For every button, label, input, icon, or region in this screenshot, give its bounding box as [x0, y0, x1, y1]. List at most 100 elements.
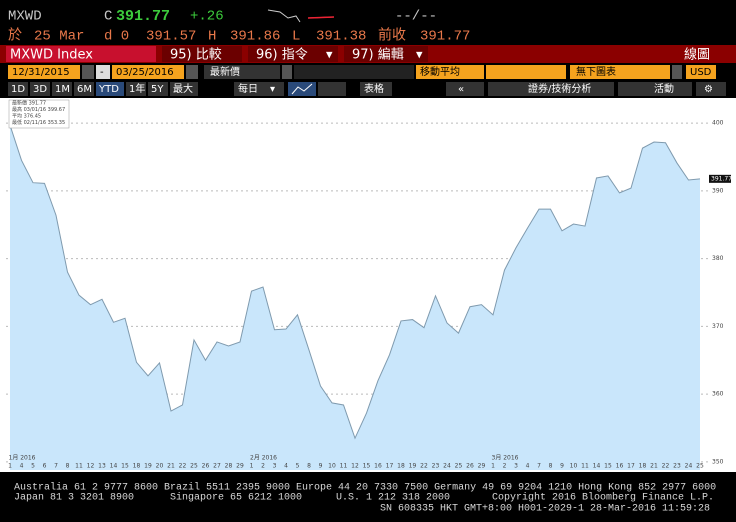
x-tick-label: 19	[409, 463, 417, 470]
x-tick-label: 7	[54, 463, 58, 470]
lower-chart[interactable]: 無下圖表	[576, 65, 616, 78]
x-tick-label: 17	[627, 463, 635, 470]
x-tick-label: 2	[261, 463, 265, 470]
x-tick-label: 1	[250, 463, 254, 470]
x-tick-label: 18	[397, 463, 405, 470]
footer-line: U.S. 1 212 318 2000	[336, 493, 450, 504]
x-tick-label: 26	[466, 463, 474, 470]
period-button[interactable]: 1年	[129, 82, 145, 95]
command-button[interactable]: 96) 指令	[256, 48, 308, 63]
currency[interactable]: USD	[690, 67, 712, 78]
change: +.26	[190, 9, 224, 25]
legend-entry: 最新價 391.77	[12, 100, 46, 107]
low: 391.38	[316, 29, 366, 45]
table-button[interactable]: 表格	[364, 82, 384, 95]
low-label: L	[292, 29, 300, 45]
period-button[interactable]: 1D	[11, 84, 25, 95]
svg-text:▾: ▾	[270, 84, 275, 95]
period-button[interactable]: 6M	[77, 84, 92, 95]
x-tick-label: 21	[167, 463, 175, 470]
x-tick-label: 12	[87, 463, 95, 470]
x-tick-label: 3	[273, 463, 277, 470]
high: 391.86	[230, 29, 280, 45]
period-bg	[170, 82, 198, 96]
last-price: 391.77	[116, 8, 170, 25]
y-tick-label: 360	[712, 391, 724, 398]
period-bg	[74, 82, 94, 96]
period-bg	[126, 82, 146, 96]
legend-entry: 最高 03/01/16 399.67	[12, 106, 65, 113]
x-tick-label: 18	[639, 463, 647, 470]
svg-text:«: «	[458, 84, 464, 95]
period-bg	[148, 82, 168, 96]
month-label: 2月 2016	[250, 455, 277, 462]
at: 於	[8, 28, 22, 45]
x-tick-label: 22	[662, 463, 670, 470]
x-tick-label: 29	[236, 463, 244, 470]
ma-button[interactable]: 移動平均	[420, 65, 460, 78]
x-tick-label: 5	[31, 463, 35, 470]
compare-button[interactable]: 95) 比較	[170, 48, 222, 63]
open: 391.57	[146, 29, 196, 45]
x-tick-label: 4	[20, 463, 24, 470]
x-tick-label: 20	[156, 463, 164, 470]
x-tick-label: 14	[110, 463, 118, 470]
dash: --/--	[395, 9, 437, 25]
x-tick-label: 9	[319, 463, 323, 470]
legend-box	[8, 99, 70, 129]
line	[9, 124, 701, 440]
x-tick-label: 21	[650, 463, 658, 470]
footer-line: SN 608335 HKT GMT+8:00 H001-2029-1 28-Ma…	[380, 504, 710, 515]
x-tick-label: 4	[284, 463, 288, 470]
month-label: 3月 2016	[492, 455, 519, 462]
x-tick-label: 4	[526, 463, 530, 470]
end-date[interactable]: 03/25/2016	[116, 67, 174, 78]
start-date[interactable]: 12/31/2015	[12, 67, 70, 78]
x-tick-label: 14	[593, 463, 601, 470]
x-tick-label: 25	[455, 463, 463, 470]
period-button[interactable]: YTD	[98, 84, 119, 95]
x-tick-label: 9	[560, 463, 564, 470]
x-tick-label: 18	[133, 463, 141, 470]
svg-text:▾: ▾	[416, 48, 423, 63]
month-label: 1月 2016	[9, 455, 36, 462]
x-tick-label: 8	[307, 463, 311, 470]
x-tick-label: 3	[514, 463, 518, 470]
legend-entry: 平均 376.45	[12, 113, 41, 120]
period-button[interactable]: 5Y	[151, 84, 164, 95]
period-bg	[52, 82, 72, 96]
x-tick-label: 16	[374, 463, 382, 470]
x-tick-label: 10	[328, 463, 336, 470]
x-tick-label: 1	[8, 463, 12, 470]
svg-text:⚙: ⚙	[704, 84, 713, 95]
freq-select[interactable]: 每日	[238, 82, 258, 95]
x-tick-label: 6	[43, 463, 47, 470]
x-tick-label: 8	[549, 463, 553, 470]
x-tick-label: 12	[351, 463, 359, 470]
x-tick-label: 24	[443, 463, 451, 470]
footer-line: Japan 81 3 3201 8900	[14, 493, 134, 504]
period-button[interactable]: 3D	[33, 84, 47, 95]
x-tick-label: 11	[340, 463, 348, 470]
x-tick-label: 8	[66, 463, 70, 470]
edit-button[interactable]: 97) 編輯	[352, 47, 404, 63]
legend-entry: 最低 02/11/16 353.35	[12, 119, 65, 126]
events-button[interactable]: 活動	[654, 82, 674, 95]
analysis-button[interactable]: 證券/技術分析	[528, 82, 591, 95]
x-tick-label: 26	[202, 463, 210, 470]
y-tick-label: 350	[712, 458, 724, 465]
high-label: H	[208, 29, 216, 45]
x-tick-label: 22	[179, 463, 187, 470]
period-button[interactable]: 最大	[173, 82, 193, 95]
last-marker-bg	[709, 174, 731, 183]
x-tick-label: 22	[420, 463, 428, 470]
x-tick-label: 23	[432, 463, 440, 470]
footer-line: Singapore 65 6212 1000	[170, 492, 302, 504]
period-button[interactable]: 1M	[55, 84, 70, 95]
x-tick-label: 15	[363, 463, 371, 470]
x-tick-label: 5	[296, 463, 300, 470]
x-tick-label: 1	[491, 463, 495, 470]
x-tick-label: 11	[581, 463, 589, 470]
security[interactable]: MXWD Index	[10, 48, 93, 63]
field-select[interactable]: 最新價	[210, 65, 240, 78]
